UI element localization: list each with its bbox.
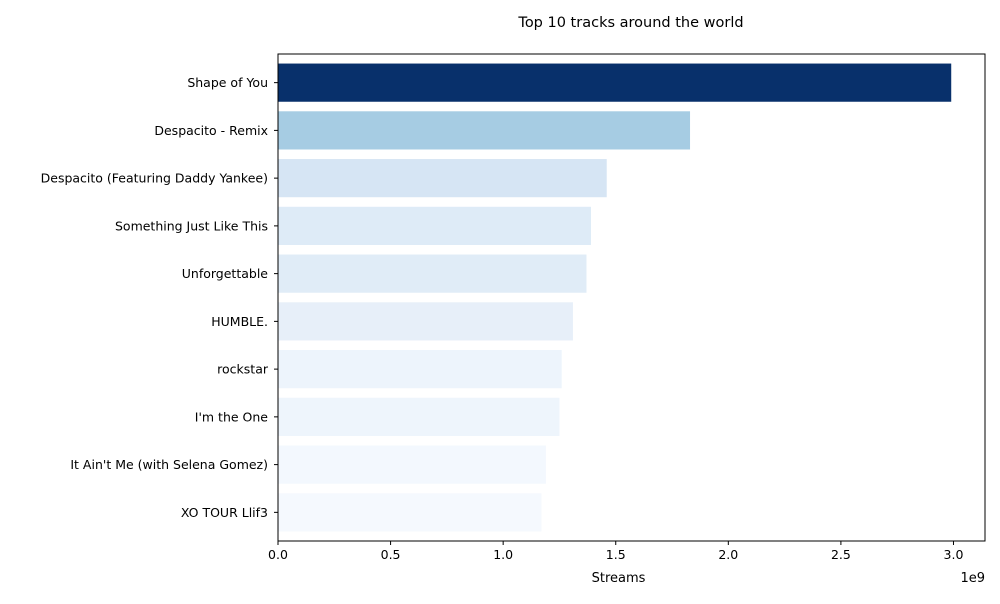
y-tick-label: Despacito - Remix xyxy=(154,123,268,138)
bar xyxy=(278,350,562,389)
bars xyxy=(278,63,952,532)
y-tick-label: rockstar xyxy=(217,362,269,377)
bar xyxy=(278,206,591,245)
x-tick-label: 2.5 xyxy=(831,547,851,562)
bar xyxy=(278,63,952,102)
bar xyxy=(278,493,542,532)
x-tick-label: 2.0 xyxy=(718,547,738,562)
x-tick-label: 1.0 xyxy=(493,547,513,562)
y-tick-label: Despacito (Featuring Daddy Yankee) xyxy=(41,171,268,186)
bar xyxy=(278,111,691,150)
x-tick-label: 0.0 xyxy=(268,547,288,562)
y-tick-label: I'm the One xyxy=(195,409,269,424)
x-axis-scale-label: 1e9 xyxy=(960,571,985,586)
y-tick-label: Shape of You xyxy=(187,75,268,90)
bar xyxy=(278,397,560,436)
x-tick-label: 0.5 xyxy=(381,547,401,562)
y-tick-label: Something Just Like This xyxy=(115,218,268,233)
y-tick-label: Unforgettable xyxy=(182,266,269,281)
x-tick-label: 3.0 xyxy=(944,547,964,562)
x-axis-label: Streams xyxy=(592,571,646,586)
plot-frame xyxy=(277,53,986,542)
x-tick-label: 1.5 xyxy=(606,547,626,562)
bar xyxy=(278,302,573,341)
bar xyxy=(278,159,607,198)
y-tick-label: It Ain't Me (with Selena Gomez) xyxy=(70,457,268,472)
y-tick-label: HUMBLE. xyxy=(211,314,268,329)
y-tick-label: XO TOUR Llif3 xyxy=(181,505,268,520)
y-axis: Shape of You Despacito - Remix Despacito (… xyxy=(41,75,278,520)
bar xyxy=(278,254,587,293)
x-axis: 0.0 0.5 1.0 1.5 2.0 2.5 3.0 xyxy=(268,541,963,562)
bar xyxy=(278,445,546,484)
chart-title: Top 10 tracks around the world xyxy=(517,15,743,31)
